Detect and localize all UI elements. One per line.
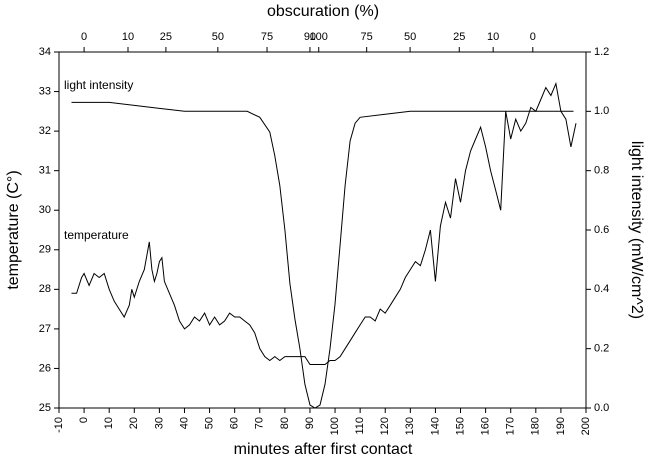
series-line [71,101,574,409]
x-tick-label: 80 [279,417,291,429]
y2-tick-label: 0.6 [594,224,609,236]
x2-tick-label: 25 [453,31,465,43]
x-tick-label: 100 [329,417,341,435]
x2-tick-label: 50 [212,31,224,43]
x2-tick-label: 90 [304,31,316,43]
y-tick-label: 30 [39,204,51,216]
x-tick-label: 60 [229,417,241,429]
x2-tick-label: 50 [404,31,416,43]
y-tick-label: 31 [39,165,51,177]
x-tick-label: -10 [53,417,65,433]
x-tick-label: 40 [178,417,190,429]
x2-tick-label: 100 [310,31,328,43]
series-line [71,81,577,365]
y-tick-label: 28 [39,283,51,295]
x-tick-label: 0 [78,417,90,423]
x-tick-label: 150 [454,417,466,435]
annotation: light intensity [64,78,133,92]
x2-tick-label: 10 [487,31,499,43]
annotation: temperature [64,228,129,242]
y-tick-label: 27 [39,323,51,335]
y2-tick-label: 1.0 [594,105,609,117]
x2-tick-label: 0 [81,31,87,43]
y2-tick-label: 0.8 [594,165,609,177]
y-tick-label: 29 [39,244,51,256]
x-tick-label: 170 [505,417,517,435]
x2-tick-label: 25 [160,31,172,43]
x-tick-label: 110 [354,417,366,435]
x-tick-label: 190 [555,417,567,435]
x-tick-label: 30 [153,417,165,429]
y-tick-label: 25 [39,402,51,414]
y-tick-label: 33 [39,85,51,97]
y2-tick-label: 0.2 [594,343,609,355]
x-tick-label: 10 [103,417,115,429]
x-tick-label: 50 [203,417,215,429]
x2-tick-label: 0 [530,31,536,43]
x2-tick-label: 75 [361,31,373,43]
y2-tick-label: 0.0 [594,402,609,414]
x-axis-title: minutes after first contact [234,441,413,458]
y2-axis-title: light intensity (mW/cm^2) [628,141,645,319]
chart-title: obscuration (%) [267,3,379,20]
x-tick-label: 70 [254,417,266,429]
x-tick-label: 90 [304,417,316,429]
x-tick-label: 140 [429,417,441,435]
x2-tick-label: 10 [122,31,134,43]
x-tick-label: 160 [480,417,492,435]
x-tick-label: 130 [404,417,416,435]
y2-tick-label: 1.2 [594,46,609,58]
x-tick-label: 200 [580,417,592,435]
y2-tick-label: 0.4 [594,283,609,295]
y-tick-label: 32 [39,125,51,137]
x2-tick-label: 75 [261,31,273,43]
x-tick-label: 20 [128,417,140,429]
y-tick-label: 26 [39,362,51,374]
x-tick-label: 180 [530,417,542,435]
y-tick-label: 34 [39,46,51,58]
x-tick-label: 120 [379,417,391,435]
y-axis-title: temperature (C°) [5,170,22,289]
